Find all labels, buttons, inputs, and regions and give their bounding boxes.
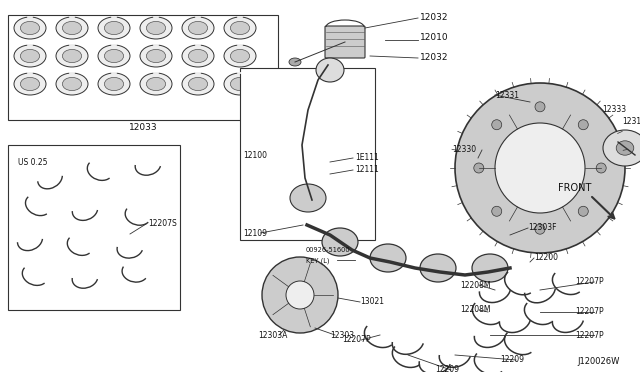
Text: 12303F: 12303F bbox=[528, 224, 557, 232]
Text: 12032: 12032 bbox=[420, 54, 449, 62]
Circle shape bbox=[492, 206, 502, 216]
Ellipse shape bbox=[14, 45, 46, 67]
Text: FRONT: FRONT bbox=[558, 183, 592, 193]
Ellipse shape bbox=[56, 73, 88, 95]
Circle shape bbox=[492, 120, 502, 130]
Text: 12200: 12200 bbox=[534, 253, 558, 263]
Text: 12207P: 12207P bbox=[575, 278, 604, 286]
Ellipse shape bbox=[188, 22, 207, 35]
Ellipse shape bbox=[14, 17, 46, 39]
Ellipse shape bbox=[147, 49, 166, 62]
Text: 12207S: 12207S bbox=[148, 219, 177, 228]
Text: 12333: 12333 bbox=[602, 106, 626, 115]
Ellipse shape bbox=[98, 73, 130, 95]
Text: 12303A: 12303A bbox=[258, 330, 287, 340]
Text: 12111: 12111 bbox=[355, 166, 379, 174]
Ellipse shape bbox=[14, 73, 46, 95]
Ellipse shape bbox=[224, 17, 256, 39]
Text: 12010: 12010 bbox=[420, 33, 449, 42]
Circle shape bbox=[262, 257, 338, 333]
Ellipse shape bbox=[140, 73, 172, 95]
Ellipse shape bbox=[224, 45, 256, 67]
Bar bbox=[240, 68, 375, 240]
Ellipse shape bbox=[224, 73, 256, 95]
Circle shape bbox=[455, 83, 625, 253]
Text: 12310A: 12310A bbox=[622, 118, 640, 126]
Ellipse shape bbox=[63, 22, 82, 35]
Bar bbox=[8, 15, 278, 120]
Ellipse shape bbox=[104, 22, 124, 35]
Text: 12109: 12109 bbox=[243, 228, 267, 237]
Text: KEY (L): KEY (L) bbox=[306, 258, 330, 264]
Ellipse shape bbox=[182, 45, 214, 67]
Ellipse shape bbox=[472, 254, 508, 282]
Circle shape bbox=[535, 224, 545, 234]
Ellipse shape bbox=[104, 77, 124, 91]
Ellipse shape bbox=[182, 17, 214, 39]
Ellipse shape bbox=[20, 22, 40, 35]
Circle shape bbox=[596, 163, 606, 173]
Text: 12207P: 12207P bbox=[575, 308, 604, 317]
Ellipse shape bbox=[20, 49, 40, 62]
Ellipse shape bbox=[147, 77, 166, 91]
Text: 12208M: 12208M bbox=[460, 305, 490, 314]
Text: 12032: 12032 bbox=[420, 13, 449, 22]
Ellipse shape bbox=[322, 228, 358, 256]
Ellipse shape bbox=[230, 77, 250, 91]
Ellipse shape bbox=[56, 45, 88, 67]
Ellipse shape bbox=[290, 184, 326, 212]
Circle shape bbox=[495, 123, 585, 213]
Text: 00926-51600: 00926-51600 bbox=[306, 247, 351, 253]
Ellipse shape bbox=[420, 254, 456, 282]
Ellipse shape bbox=[140, 45, 172, 67]
Ellipse shape bbox=[316, 58, 344, 82]
Ellipse shape bbox=[289, 58, 301, 66]
Ellipse shape bbox=[63, 77, 82, 91]
Text: US 0.25: US 0.25 bbox=[18, 158, 47, 167]
Ellipse shape bbox=[182, 73, 214, 95]
Ellipse shape bbox=[230, 49, 250, 62]
Ellipse shape bbox=[140, 17, 172, 39]
Text: 12331: 12331 bbox=[495, 90, 519, 99]
Text: 12207P: 12207P bbox=[342, 336, 371, 344]
Ellipse shape bbox=[603, 130, 640, 166]
Ellipse shape bbox=[370, 244, 406, 272]
FancyBboxPatch shape bbox=[325, 26, 365, 58]
Ellipse shape bbox=[104, 49, 124, 62]
Ellipse shape bbox=[98, 17, 130, 39]
Text: 12208M: 12208M bbox=[460, 280, 490, 289]
Circle shape bbox=[535, 102, 545, 112]
Circle shape bbox=[579, 120, 588, 130]
Ellipse shape bbox=[230, 22, 250, 35]
Ellipse shape bbox=[20, 77, 40, 91]
Circle shape bbox=[286, 281, 314, 309]
Text: J120026W: J120026W bbox=[578, 357, 620, 366]
Ellipse shape bbox=[188, 77, 207, 91]
Ellipse shape bbox=[616, 141, 634, 155]
Text: 13021: 13021 bbox=[360, 298, 384, 307]
Text: 12209: 12209 bbox=[500, 356, 524, 365]
Ellipse shape bbox=[188, 49, 207, 62]
Text: 12330: 12330 bbox=[452, 145, 476, 154]
Text: 12303: 12303 bbox=[330, 330, 354, 340]
Text: 12033: 12033 bbox=[129, 124, 157, 132]
Ellipse shape bbox=[98, 45, 130, 67]
Text: 1E111: 1E111 bbox=[355, 154, 379, 163]
Ellipse shape bbox=[56, 17, 88, 39]
Ellipse shape bbox=[63, 49, 82, 62]
Circle shape bbox=[579, 206, 588, 216]
Text: 12100: 12100 bbox=[243, 151, 267, 160]
Ellipse shape bbox=[147, 22, 166, 35]
Text: 12209: 12209 bbox=[435, 366, 459, 372]
Text: 12207P: 12207P bbox=[575, 330, 604, 340]
Bar bbox=[8, 145, 180, 310]
Circle shape bbox=[474, 163, 484, 173]
